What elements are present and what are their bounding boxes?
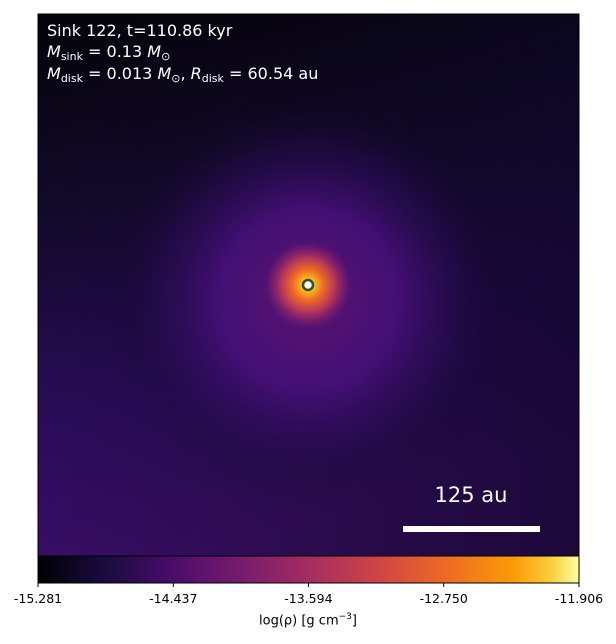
colorbar-tick-label: -12.750 [419,591,468,606]
disk-params: Mdisk = 0.013 M⊙, Rdisk = 60.54 au [47,64,319,85]
m-sub: sink [60,50,83,63]
colorbar-label-suffix: ] [351,613,357,629]
m-symbol: M [47,42,61,61]
sink-marker [301,278,315,292]
colorbar-label-exponent: −3 [338,612,352,622]
sink-title: Sink 122, t=110.86 kyr [47,21,233,40]
colorbar-label: log(ρ) [g cm−3] [259,612,357,628]
colorbar [37,555,580,584]
colorbar-label-text: log(ρ) [g cm [259,613,339,629]
sun-sub: ⊙ [161,50,171,63]
r-disk-value: = 60.54 au [229,64,319,83]
m-disk-value: = 0.013 [88,64,153,83]
msun-symbol-2: M [157,64,172,83]
r-disk-symbol: R [190,64,202,83]
colorbar-tick-label: -11.906 [554,591,604,606]
sun-sub-2: ⊙ [171,72,181,85]
colorbar-tick-label: -13.594 [284,591,333,606]
sink-mass: Msink = 0.13 M⊙ [47,42,170,67]
scale-bar-label: 125 au [434,483,508,507]
r-disk-sub: disk [201,72,224,85]
m-disk-sub: disk [60,72,83,85]
m-sink-value: = 0.13 [88,42,143,61]
colorbar-tick-label: -14.437 [149,591,198,606]
msun-symbol: M [147,42,162,61]
colorbar-tick-label: -15.281 [13,591,63,606]
m-disk-symbol: M [47,64,61,83]
scale-bar [403,526,540,532]
